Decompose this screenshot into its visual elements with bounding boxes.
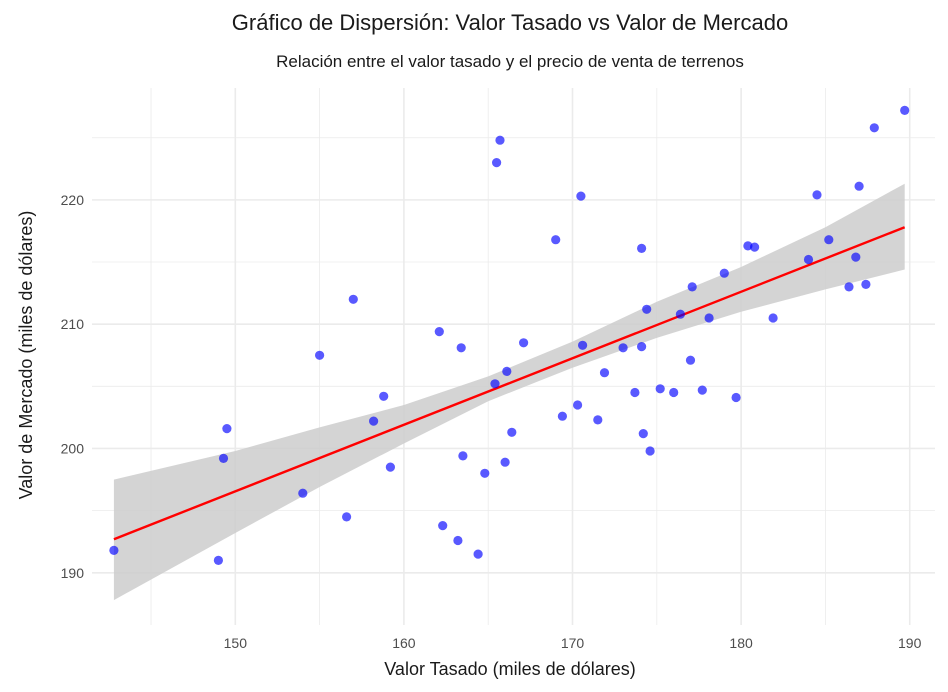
data-point bbox=[593, 415, 603, 425]
data-point bbox=[385, 462, 395, 472]
data-point bbox=[812, 190, 822, 200]
chart-title: Gráfico de Dispersión: Valor Tasado vs V… bbox=[232, 10, 788, 35]
data-point bbox=[573, 400, 583, 410]
data-point bbox=[458, 451, 468, 461]
data-point bbox=[655, 384, 665, 394]
data-point bbox=[599, 368, 610, 378]
data-point bbox=[861, 279, 871, 289]
data-point bbox=[473, 549, 483, 559]
data-point bbox=[500, 457, 510, 467]
data-point bbox=[750, 242, 760, 252]
data-point bbox=[638, 429, 648, 439]
data-point bbox=[669, 387, 679, 398]
data-point bbox=[557, 411, 568, 421]
data-point bbox=[480, 468, 490, 478]
x-tick-label: 190 bbox=[898, 635, 922, 651]
data-point bbox=[637, 243, 647, 253]
data-point bbox=[298, 488, 308, 498]
data-point bbox=[719, 268, 729, 278]
data-point bbox=[492, 158, 502, 168]
data-point bbox=[507, 427, 517, 437]
data-point bbox=[642, 304, 652, 314]
confidence-band bbox=[113, 183, 905, 601]
data-point bbox=[824, 235, 834, 245]
data-point bbox=[456, 343, 466, 353]
points-layer bbox=[109, 105, 910, 566]
data-point bbox=[315, 350, 325, 360]
x-tick-label: 160 bbox=[392, 635, 416, 651]
x-tick-label: 170 bbox=[561, 635, 585, 651]
x-axis-ticks: 150 160 170 180 190 bbox=[224, 635, 922, 651]
data-point bbox=[900, 105, 910, 115]
data-point bbox=[645, 446, 655, 456]
y-axis-ticks: 190 200 210 220 bbox=[61, 192, 85, 581]
data-point bbox=[218, 453, 229, 463]
x-tick-label: 150 bbox=[224, 635, 248, 651]
data-point bbox=[675, 309, 686, 319]
data-point bbox=[379, 391, 389, 401]
data-point bbox=[519, 338, 529, 348]
data-point bbox=[630, 387, 640, 398]
data-point bbox=[342, 512, 352, 522]
data-point bbox=[685, 355, 696, 365]
data-point bbox=[687, 282, 697, 292]
data-point bbox=[213, 555, 223, 566]
data-point bbox=[854, 181, 864, 191]
data-point bbox=[803, 254, 814, 265]
y-tick-label: 220 bbox=[61, 192, 85, 208]
data-point bbox=[434, 327, 444, 337]
data-point bbox=[618, 343, 628, 353]
data-point bbox=[502, 366, 512, 376]
plot-area bbox=[92, 88, 935, 625]
grid bbox=[92, 88, 935, 625]
data-point bbox=[851, 252, 861, 262]
data-point bbox=[348, 294, 358, 304]
trend-line bbox=[113, 226, 906, 541]
data-point bbox=[222, 424, 232, 434]
data-point bbox=[369, 416, 379, 426]
y-tick-label: 200 bbox=[61, 440, 85, 456]
data-point bbox=[578, 340, 588, 350]
x-axis-title: Valor Tasado (miles de dólares) bbox=[384, 659, 635, 679]
data-point bbox=[844, 282, 854, 292]
data-point bbox=[551, 235, 561, 245]
data-point bbox=[869, 123, 879, 133]
data-point bbox=[109, 545, 119, 556]
data-point bbox=[704, 313, 714, 323]
data-point bbox=[438, 521, 448, 531]
chart-subtitle: Relación entre el valor tasado y el prec… bbox=[276, 52, 744, 71]
confidence-band-layer bbox=[113, 183, 905, 601]
data-point bbox=[637, 342, 647, 352]
y-tick-label: 210 bbox=[61, 316, 85, 332]
data-point bbox=[453, 535, 463, 546]
x-tick-label: 180 bbox=[729, 635, 753, 651]
data-point bbox=[576, 191, 586, 201]
data-point bbox=[768, 313, 778, 323]
y-tick-label: 190 bbox=[61, 565, 85, 581]
data-point bbox=[731, 392, 741, 403]
data-point bbox=[490, 379, 500, 389]
data-point bbox=[697, 385, 707, 395]
y-axis-title: Valor de Mercado (miles de dólares) bbox=[16, 211, 36, 500]
data-point bbox=[495, 135, 505, 145]
trend-line-layer bbox=[113, 226, 906, 541]
